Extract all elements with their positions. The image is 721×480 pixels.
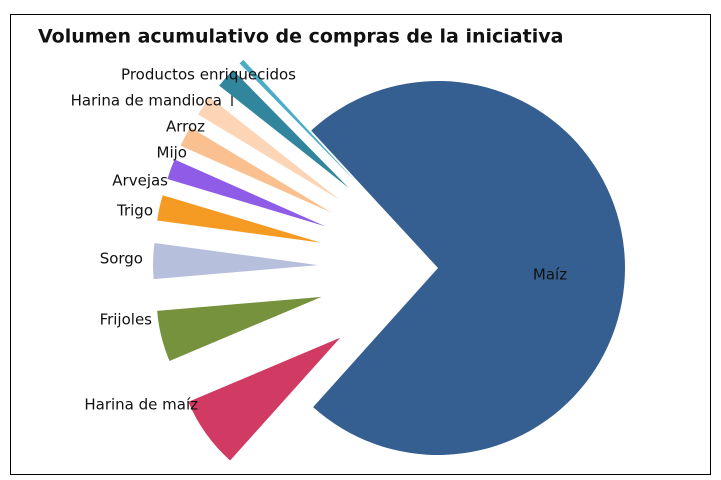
pie-slice bbox=[180, 127, 332, 213]
pie-slice bbox=[167, 159, 326, 227]
pie-slice bbox=[311, 80, 625, 455]
pie-slice bbox=[198, 97, 340, 200]
pie-slice bbox=[239, 59, 356, 182]
slice-label: Arroz bbox=[166, 118, 205, 136]
slice-label: Harina de mandioca bbox=[71, 92, 222, 110]
pie-slice bbox=[157, 195, 321, 243]
pie-slice bbox=[219, 70, 349, 188]
pie-slice bbox=[153, 242, 319, 280]
pie-slice bbox=[188, 337, 341, 461]
slice-label: Productos enriquecidos bbox=[121, 66, 296, 84]
slice-label: Frijoles bbox=[100, 311, 153, 329]
pie-slice bbox=[157, 296, 322, 362]
slice-label: Maíz bbox=[533, 266, 567, 284]
slice-label: Trigo bbox=[116, 202, 153, 220]
slice-label: Harina de maíz bbox=[84, 396, 198, 414]
slice-label: Mijo bbox=[157, 144, 187, 162]
slice-label: Arvejas bbox=[112, 172, 168, 190]
slice-label: Sorgo bbox=[100, 250, 143, 268]
chart-title: Volumen acumulativo de compras de la ini… bbox=[38, 26, 563, 48]
